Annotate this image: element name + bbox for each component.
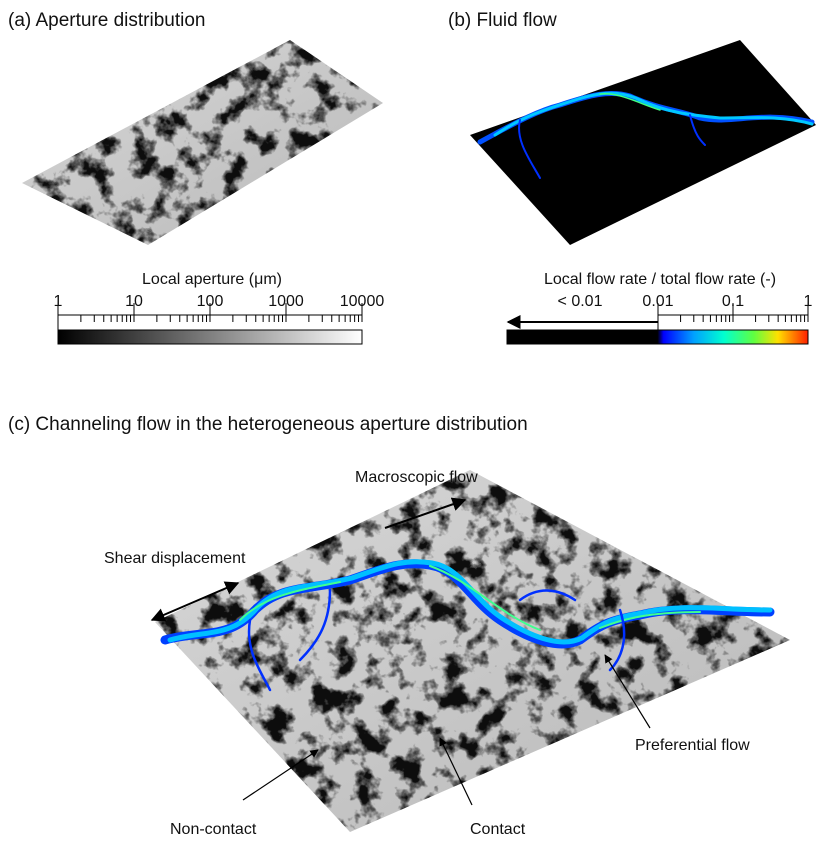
annotation: Preferential flow	[635, 737, 750, 754]
colorbar-label: Local aperture (μm)	[142, 271, 282, 288]
annotation: Contact	[470, 821, 526, 838]
panel-title: (c) Channeling flow in the heterogeneous…	[8, 414, 528, 435]
tick-label: 10000	[340, 293, 385, 310]
flow-map	[470, 40, 816, 245]
annotation: Macroscopic flow	[355, 469, 478, 486]
colorbar-label: Local flow rate / total flow rate (-)	[544, 271, 776, 288]
tick-label: 100	[197, 293, 224, 310]
aperture-map	[22, 40, 383, 245]
panel-title: (b) Fluid flow	[448, 10, 557, 31]
annotation: Shear displacement	[104, 550, 246, 567]
tick-label: 0.01	[642, 293, 673, 310]
tick-label: 1	[804, 293, 813, 310]
colorbar	[506, 303, 809, 345]
annotation: Non-contact	[170, 821, 257, 838]
panel-title: (a) Aperture distribution	[8, 10, 206, 31]
colorbar	[57, 303, 363, 345]
tick-label: 1000	[268, 293, 304, 310]
tick-label: 10	[125, 293, 143, 310]
combined-map	[155, 470, 790, 832]
arrows	[150, 497, 651, 806]
tick-label: < 0.01	[558, 293, 603, 310]
tick-label: 0.1	[722, 293, 744, 310]
tick-label: 1	[54, 293, 63, 310]
